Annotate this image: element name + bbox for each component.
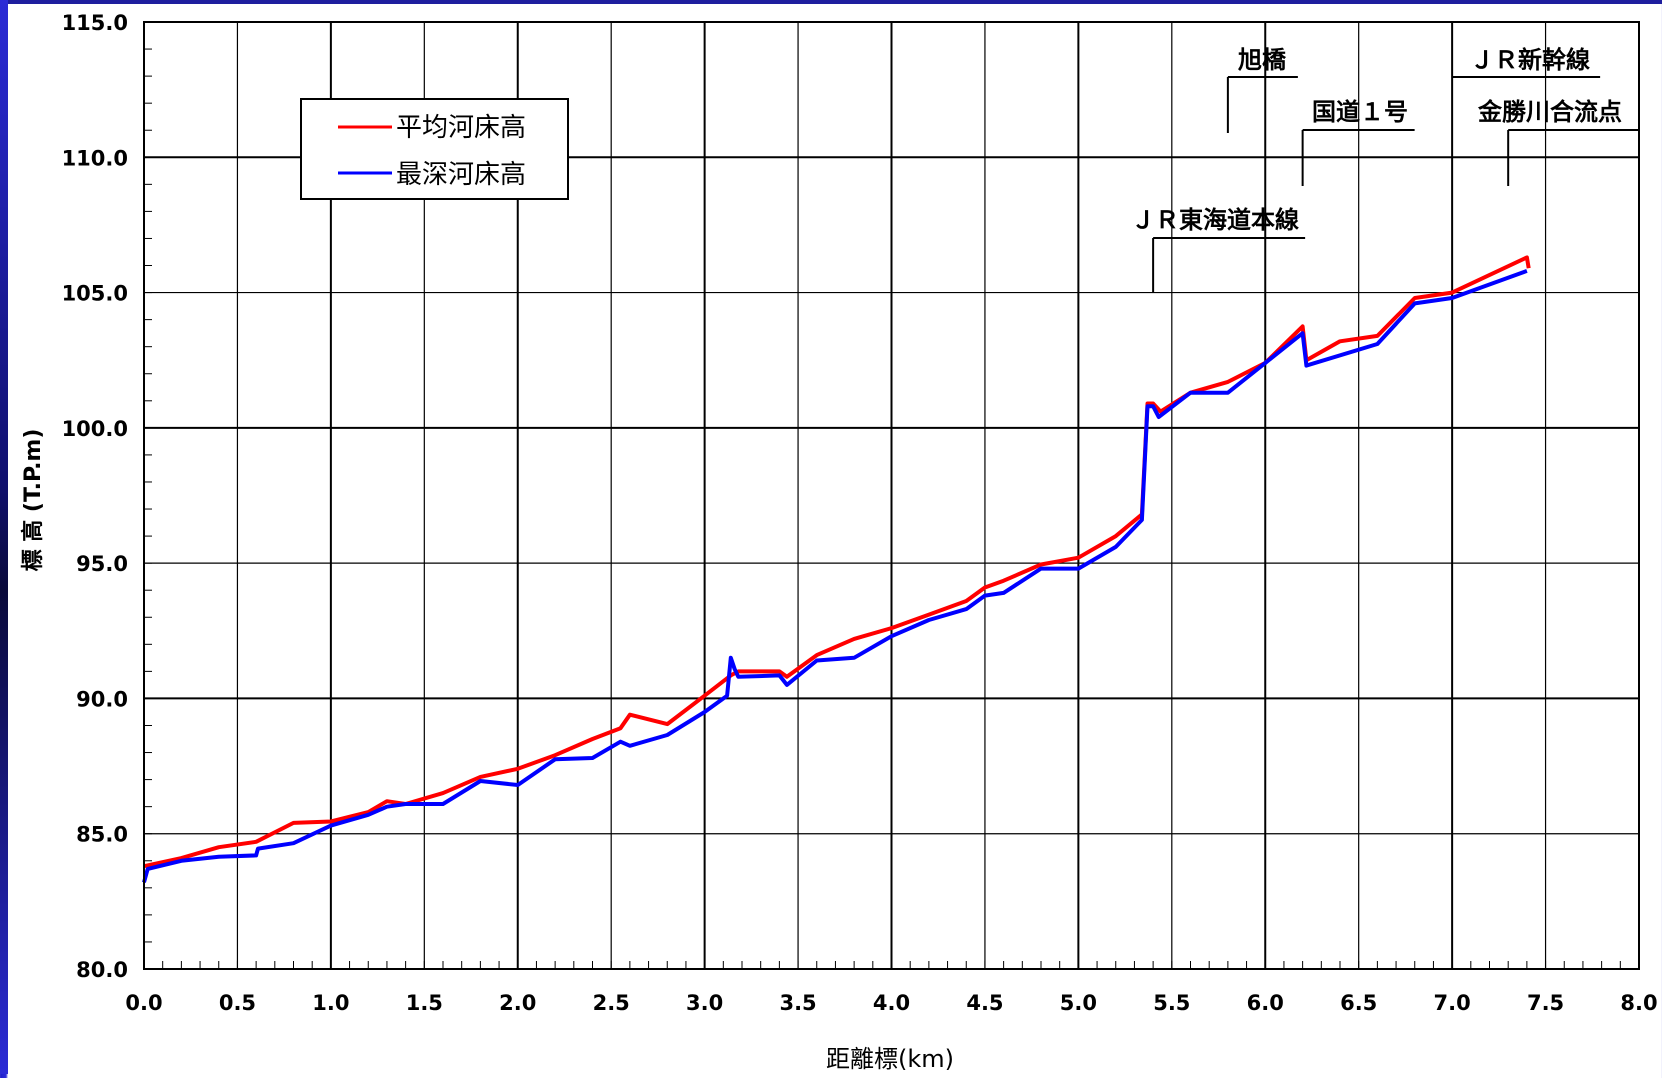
series-line-mean — [143, 255, 1531, 869]
y-axis-title: 標 高 (T.P.m) — [20, 429, 46, 572]
y-tick-label: 110.0 — [62, 146, 128, 170]
y-tick-label: 80.0 — [76, 958, 128, 982]
x-tick-label: 0.0 — [125, 991, 162, 1015]
landmark-label: 国道１号 — [1312, 98, 1408, 126]
x-tick-label: 0.5 — [219, 991, 256, 1015]
x-tick-label: 1.0 — [312, 991, 349, 1015]
legend-label-deepest: 最深河床高 — [396, 160, 526, 190]
x-tick-label: 8.0 — [1620, 991, 1657, 1015]
x-tick-label: 1.5 — [406, 991, 443, 1015]
y-tick-label: 100.0 — [62, 417, 128, 441]
y-tick-label: 115.0 — [62, 11, 128, 35]
plot-frame — [143, 21, 1640, 970]
series-line-deepest — [142, 269, 1528, 883]
legend-label-mean: 平均河床高 — [396, 113, 526, 143]
x-tick-label: 7.0 — [1434, 991, 1471, 1015]
y-tick-label: 95.0 — [76, 552, 128, 576]
landmark-label: 旭橋 — [1237, 46, 1287, 74]
x-tick-label: 3.0 — [686, 991, 723, 1015]
slide-left-band — [0, 0, 8, 1074]
landmark-label: 金勝川合流点 — [1477, 98, 1622, 126]
landmark-label: ＪＲ新幹線 — [1470, 46, 1590, 74]
x-axis-title: 距離標(km) — [826, 1045, 954, 1073]
x-tick-label: 2.5 — [593, 991, 630, 1015]
x-tick-label: 6.5 — [1340, 991, 1377, 1015]
x-tick-label: 4.0 — [873, 991, 910, 1015]
x-tick-label: 7.5 — [1527, 991, 1564, 1015]
x-tick-label: 4.5 — [966, 991, 1003, 1015]
legend: 平均河床高 最深河床高 — [300, 98, 569, 200]
x-tick-label: 5.5 — [1153, 991, 1190, 1015]
x-tick-label: 2.0 — [499, 991, 536, 1015]
y-tick-label: 105.0 — [62, 282, 128, 306]
x-tick-label: 6.0 — [1247, 991, 1284, 1015]
slide-top-band — [0, 0, 1662, 4]
y-tick-label: 85.0 — [76, 823, 128, 847]
x-tick-label: 5.0 — [1060, 991, 1097, 1015]
x-tick-label: 3.5 — [779, 991, 816, 1015]
y-tick-label: 90.0 — [76, 687, 128, 711]
landmark-label: ＪＲ東海道本線 — [1131, 206, 1299, 234]
